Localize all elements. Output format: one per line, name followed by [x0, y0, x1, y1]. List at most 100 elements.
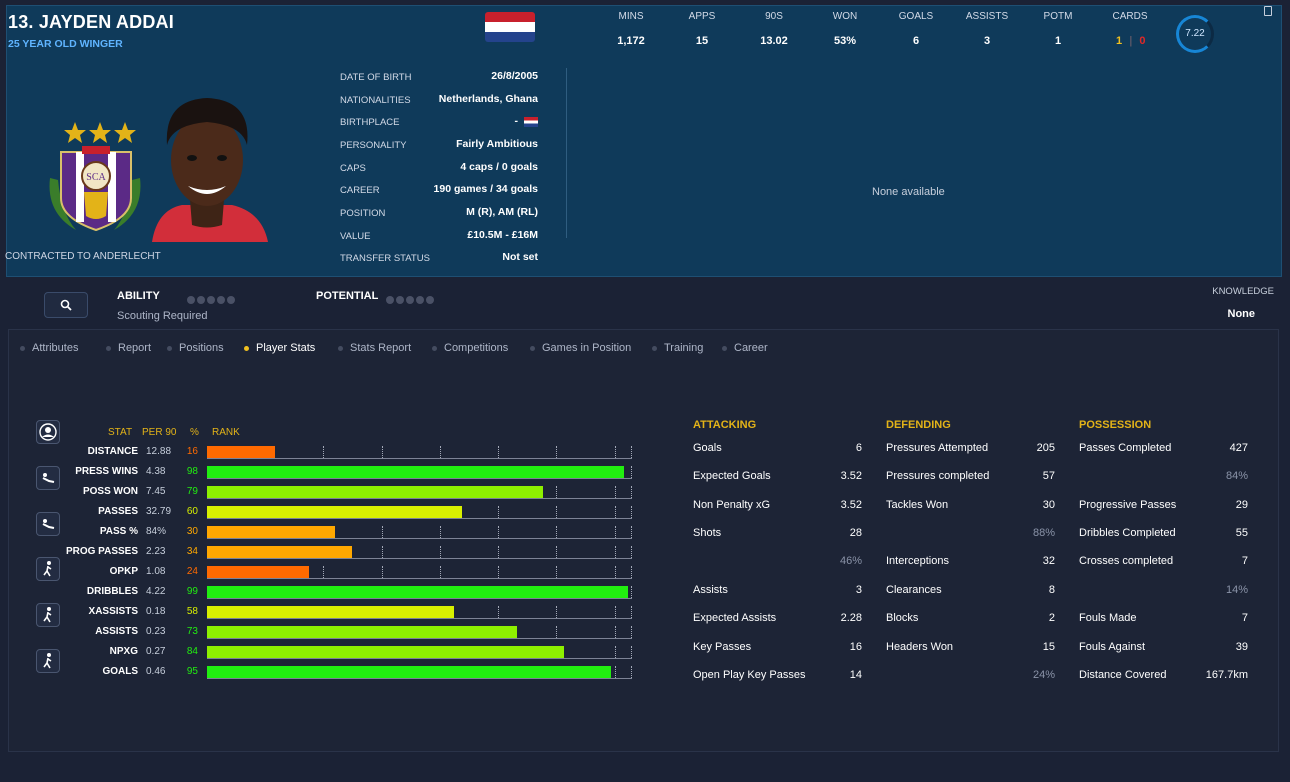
- chart-bar: [207, 606, 454, 618]
- chart-grid-tick: [498, 546, 499, 558]
- chart-grid-tick: [556, 486, 557, 498]
- svg-text:SCA: SCA: [86, 172, 106, 183]
- player-photo: [152, 98, 268, 242]
- chart-bar: [207, 506, 462, 518]
- season-stat-value: 1,172: [617, 35, 645, 47]
- season-stat-label: POTM: [1043, 11, 1073, 22]
- chart-category-label: PROG PASSES: [65, 546, 138, 557]
- detail-row: TRANSFER STATUS Not set: [340, 251, 538, 275]
- chart-bar: [207, 626, 517, 638]
- tab-training[interactable]: Training: [652, 342, 703, 354]
- detail-row: BIRTHPLACE -: [340, 115, 538, 139]
- detail-value: Netherlands, Ghana: [438, 93, 538, 105]
- attacking-stat-label: Shots: [693, 527, 722, 539]
- tab-label: Games in Position: [542, 342, 632, 354]
- attacking-stat-label: Expected Assists: [693, 612, 777, 624]
- attacking-stat-value: 6: [855, 442, 862, 454]
- tab-report[interactable]: Report: [106, 342, 151, 354]
- chart-grid-tick: [631, 526, 632, 538]
- tab-label: Report: [118, 342, 152, 354]
- possession-stat-value: 84%: [1225, 470, 1248, 482]
- chart-grid-tick: [440, 526, 441, 538]
- chart-grid-tick: [615, 546, 616, 558]
- tab-career[interactable]: Career: [722, 342, 768, 354]
- player-silhouette-icon[interactable]: [36, 420, 60, 444]
- possession-stat-label: Fouls Against: [1079, 641, 1146, 653]
- chart-category-label: OPKP: [109, 566, 138, 577]
- detail-value: Fairly Ambitious: [456, 138, 538, 150]
- chart-bar: [207, 546, 352, 558]
- chart-bar: [207, 666, 611, 678]
- defending-stat-label: Interceptions: [886, 555, 949, 567]
- chart-grid-tick: [382, 546, 383, 558]
- possession-stat-value: 39: [1235, 641, 1248, 653]
- tab-competitions[interactable]: Competitions: [432, 342, 508, 354]
- potential-stars: [386, 291, 436, 309]
- chart-bar: [207, 526, 335, 538]
- tab-player-stats[interactable]: Player Stats: [244, 342, 315, 354]
- chart-per90-value: 0.18: [146, 606, 166, 617]
- chart-percent-value: 79: [186, 486, 198, 497]
- chart-grid-tick: [498, 606, 499, 618]
- chart-track: [207, 478, 632, 479]
- chart-grid-tick: [615, 626, 616, 638]
- chart-grid-tick: [498, 566, 499, 578]
- sliding-tackle-icon[interactable]: [36, 466, 60, 490]
- attacking-stat-label: Goals: [693, 442, 722, 454]
- chart-track: [207, 638, 632, 639]
- chart-per90-value: 32.79: [146, 506, 172, 517]
- possession-stat-label: Passes Completed: [1079, 442, 1172, 454]
- ability-stars: [187, 291, 237, 309]
- defending-stat-value: 24%: [1032, 669, 1055, 681]
- detail-row: PERSONALITY Fairly Ambitious: [340, 138, 538, 162]
- chart-percent-value: 24: [186, 566, 198, 577]
- defending-stat-label: Tackles Won: [886, 499, 949, 511]
- chart-category-label: PASSES: [98, 506, 138, 517]
- chart-per90-value: 84%: [146, 526, 167, 537]
- chart-header-per90: PER 90: [142, 427, 177, 438]
- chart-grid-tick: [323, 446, 324, 458]
- cards-values: 1 | 0: [1116, 35, 1146, 47]
- running-icon[interactable]: [36, 649, 60, 673]
- club-crest-icon: SCA: [49, 122, 141, 232]
- attacking-stat-value: 3.52: [840, 499, 862, 511]
- tab-stats-report[interactable]: Stats Report: [338, 342, 411, 354]
- running-icon[interactable]: [36, 557, 60, 581]
- detail-row: POSITION M (R), AM (RL): [340, 206, 538, 230]
- running-icon[interactable]: [36, 603, 60, 627]
- chart-track: [207, 658, 632, 659]
- chart-grid-tick: [556, 606, 557, 618]
- attacking-stat-value: 3: [855, 584, 862, 596]
- tab-games-in-position[interactable]: Games in Position: [530, 342, 631, 354]
- tab-indicator: [20, 345, 25, 351]
- possession-stat-value: 167.7km: [1205, 669, 1248, 681]
- chart-category-label: XASSISTS: [88, 606, 138, 617]
- chart-grid-tick: [440, 566, 441, 578]
- attacking-stat-label: Assists: [693, 584, 728, 596]
- scout-search-button[interactable]: [44, 292, 88, 318]
- none-available-text: None available: [872, 186, 945, 198]
- sliding-tackle-icon[interactable]: [36, 512, 60, 536]
- defending-stat-label: Pressures completed: [886, 470, 990, 482]
- tab-positions[interactable]: Positions: [167, 342, 224, 354]
- chart-percent-value: 60: [186, 506, 198, 517]
- defending-stat-value: 2: [1048, 612, 1055, 624]
- possession-stat-value: 55: [1235, 527, 1248, 539]
- settings-icon[interactable]: [1264, 6, 1272, 16]
- detail-row: CAREER 190 games / 34 goals: [340, 183, 538, 207]
- player-name: 13. JAYDEN ADDAI: [8, 12, 174, 32]
- tab-indicator: [432, 345, 437, 351]
- chart-grid-tick: [440, 446, 441, 458]
- possession-stat-value: 7: [1241, 612, 1248, 624]
- detail-value: -: [514, 115, 519, 127]
- chart-category-label: PRESS WINS: [75, 466, 138, 477]
- chart-grid-tick: [498, 506, 499, 518]
- knowledge-label: KNOWLEDGE: [1212, 286, 1274, 297]
- chart-grid-tick: [631, 486, 632, 498]
- tab-attributes[interactable]: Attributes: [20, 342, 78, 354]
- potential-label: POTENTIAL: [316, 290, 379, 302]
- attacking-stat-label: Key Passes: [693, 641, 752, 653]
- detail-row: CAPS 4 caps / 0 goals: [340, 161, 538, 185]
- chart-grid-tick: [631, 546, 632, 558]
- chart-grid-tick: [615, 566, 616, 578]
